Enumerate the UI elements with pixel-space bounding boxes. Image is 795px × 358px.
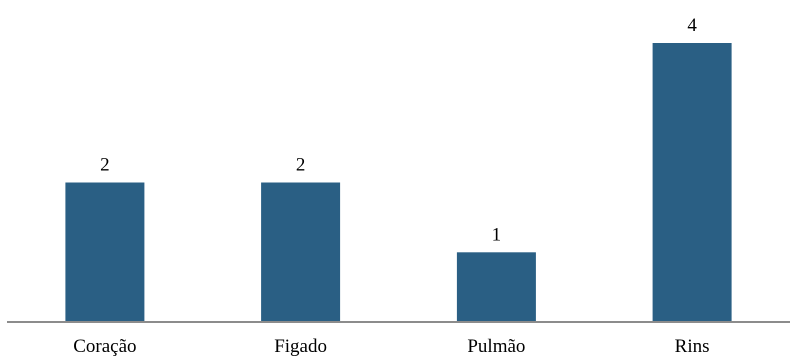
x-tick-label-1: Coração — [73, 336, 136, 357]
bars-group — [65, 43, 732, 323]
x-tick-label-3: Pulmão — [467, 336, 525, 357]
data-label-3: 1 — [492, 224, 502, 245]
x-tick-label-2: Figado — [274, 336, 327, 357]
x-tick-label-4: Rins — [675, 336, 710, 357]
data-labels-group: 2 2 1 4 — [100, 15, 697, 245]
bar-2 — [261, 182, 341, 322]
bar-4 — [652, 43, 732, 322]
data-label-1: 2 — [100, 155, 110, 176]
data-label-2: 2 — [296, 155, 306, 176]
bar-3 — [456, 252, 536, 323]
data-label-4: 4 — [687, 15, 697, 36]
x-tick-labels-group: Coração Figado Pulmão Rins — [73, 336, 709, 357]
bar-1 — [65, 182, 145, 322]
